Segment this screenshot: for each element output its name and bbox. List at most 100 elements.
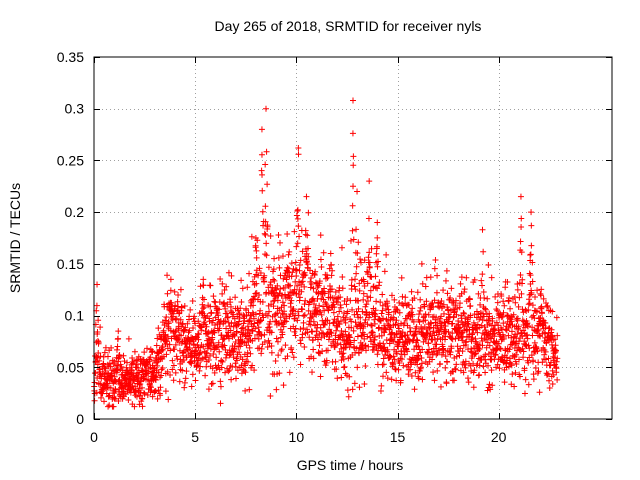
data-point <box>294 240 301 247</box>
data-point <box>496 365 503 372</box>
data-point <box>427 274 434 281</box>
data-point <box>457 280 464 287</box>
data-point <box>286 248 293 255</box>
data-point <box>256 345 263 352</box>
data-point <box>364 293 371 300</box>
data-point <box>337 294 344 301</box>
data-point <box>177 286 184 293</box>
data-point <box>449 320 456 327</box>
data-point <box>463 274 470 281</box>
data-point <box>351 283 358 290</box>
data-point <box>186 327 193 334</box>
data-point <box>371 320 378 327</box>
data-point <box>523 332 530 339</box>
data-point <box>347 237 354 244</box>
data-point <box>251 293 258 300</box>
data-point <box>384 375 391 382</box>
data-point <box>288 344 295 351</box>
data-point <box>457 324 464 331</box>
data-point <box>280 275 287 282</box>
data-point <box>190 324 197 331</box>
data-point <box>227 299 234 306</box>
data-point <box>399 329 406 336</box>
data-point <box>412 369 419 376</box>
data-point <box>188 353 195 360</box>
y-tick-label: 0.05 <box>57 359 84 375</box>
data-point <box>263 148 270 155</box>
data-point <box>222 318 229 325</box>
data-point <box>352 319 359 326</box>
data-point <box>347 297 354 304</box>
data-point <box>280 382 287 389</box>
data-point <box>205 357 212 364</box>
data-point <box>529 302 536 309</box>
data-point <box>162 388 169 395</box>
data-point <box>111 390 118 397</box>
data-point <box>259 187 266 194</box>
data-point <box>167 372 174 379</box>
data-point <box>436 304 443 311</box>
data-point <box>448 285 455 292</box>
data-point <box>517 272 524 279</box>
data-point <box>249 362 256 369</box>
data-point <box>288 260 295 267</box>
data-point <box>166 341 173 348</box>
data-point <box>285 251 292 258</box>
data-point <box>524 335 531 342</box>
data-point <box>195 331 202 338</box>
data-point <box>299 331 306 338</box>
data-point <box>419 346 426 353</box>
data-point <box>372 333 379 340</box>
data-point <box>474 329 481 336</box>
x-tick-label: 5 <box>191 429 199 445</box>
data-point <box>506 346 513 353</box>
data-point <box>294 215 301 222</box>
data-point <box>259 171 266 178</box>
data-point <box>546 377 553 384</box>
data-point <box>349 306 356 313</box>
data-point <box>313 328 320 335</box>
data-point <box>218 364 225 371</box>
data-point <box>249 278 256 285</box>
data-point <box>471 367 478 374</box>
data-point <box>383 251 390 258</box>
data-point <box>553 314 560 321</box>
data-point <box>314 284 321 291</box>
data-point <box>286 294 293 301</box>
data-point <box>525 381 532 388</box>
data-point <box>500 320 507 327</box>
data-point <box>482 369 489 376</box>
data-point <box>307 284 314 291</box>
data-point <box>458 274 465 281</box>
data-point <box>162 332 169 339</box>
data-point <box>473 340 480 347</box>
data-point <box>366 178 373 185</box>
data-point <box>296 267 303 274</box>
data-point <box>108 372 115 379</box>
data-point <box>391 356 398 363</box>
data-point <box>289 269 296 276</box>
data-point <box>174 355 181 362</box>
data-point <box>452 366 459 373</box>
data-point <box>419 280 426 287</box>
data-point <box>197 349 204 356</box>
data-point <box>372 307 379 314</box>
data-point <box>112 386 119 393</box>
data-point <box>536 389 543 396</box>
data-point <box>411 386 418 393</box>
data-point <box>239 285 246 292</box>
data-point <box>481 324 488 331</box>
data-point <box>366 249 373 256</box>
data-point <box>222 305 229 312</box>
data-point <box>160 327 167 334</box>
data-point <box>141 349 148 356</box>
data-point <box>203 349 210 356</box>
data-point <box>197 283 204 290</box>
data-point <box>461 362 468 369</box>
data-point <box>457 300 464 307</box>
data-point <box>298 279 305 286</box>
data-point <box>308 280 315 287</box>
data-point <box>456 352 463 359</box>
data-point <box>374 234 381 241</box>
data-point <box>337 302 344 309</box>
